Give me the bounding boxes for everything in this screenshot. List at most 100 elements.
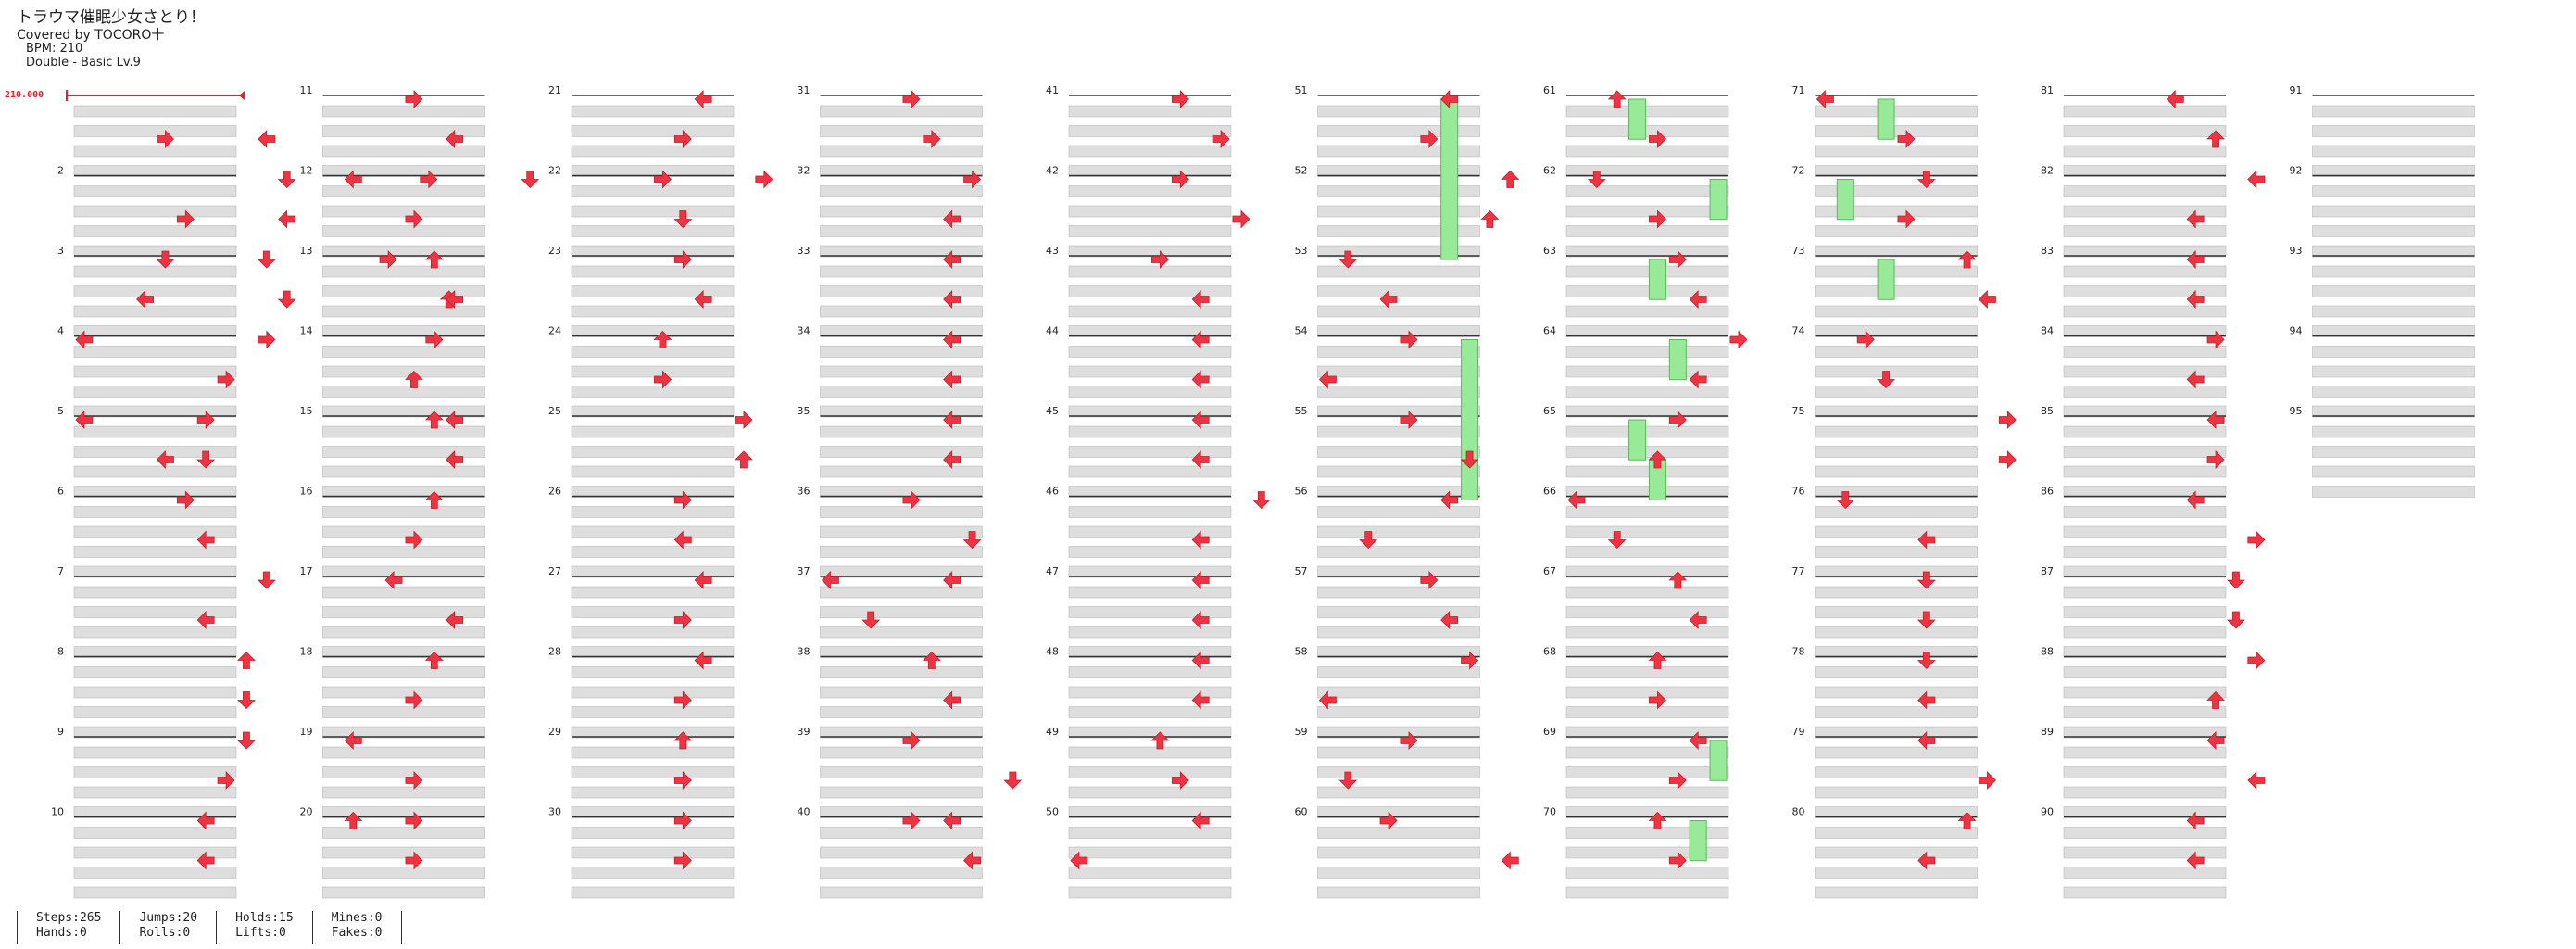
measure-number: 92	[2290, 165, 2303, 177]
measure-number: 18	[300, 646, 313, 658]
beat-band	[2312, 285, 2475, 297]
step-arrow	[821, 571, 839, 589]
measure-number: 3	[57, 245, 64, 257]
hold-bar	[1689, 820, 1707, 862]
beat-band	[1815, 465, 1978, 478]
step-arrow	[344, 170, 362, 189]
beat-band	[820, 746, 983, 759]
beat-band	[1565, 386, 1729, 398]
beat-band	[1815, 706, 1978, 718]
hold-bar	[1709, 740, 1728, 781]
beat-band	[571, 586, 735, 599]
beat-band	[1565, 506, 1729, 518]
beat-band	[571, 425, 735, 438]
step-arrow	[694, 571, 712, 589]
beat-band	[1815, 846, 1978, 859]
stat-steps: Steps:265	[36, 911, 102, 925]
beat-band	[322, 646, 485, 658]
step-arrow	[1668, 411, 1687, 429]
step-arrow	[1191, 651, 1210, 670]
measure-number: 54	[1295, 325, 1308, 337]
beat-band	[322, 425, 485, 438]
beat-band	[1815, 125, 1978, 137]
step-arrow	[1648, 651, 1667, 669]
step-arrow	[405, 771, 423, 790]
beat-band	[1815, 225, 1978, 237]
step-arrow	[2186, 250, 2205, 269]
beat-band	[1565, 646, 1729, 658]
step-arrow	[1998, 411, 2017, 429]
beat-band	[73, 626, 237, 639]
beat-band	[571, 446, 735, 458]
step-arrow	[963, 170, 982, 189]
beat-band	[2063, 746, 2227, 759]
beat-band	[1317, 405, 1480, 418]
bpm-end-marker	[239, 91, 245, 100]
beat-band	[73, 886, 237, 899]
beat-band	[820, 165, 983, 177]
beat-band	[73, 646, 237, 658]
step-arrow	[156, 250, 175, 269]
step-arrow	[277, 171, 296, 189]
beat-band	[73, 365, 237, 378]
beat-band	[1565, 686, 1729, 699]
beat-band	[1317, 425, 1480, 438]
beat-band	[571, 325, 735, 337]
beat-band	[2312, 446, 2475, 458]
measure-number: 60	[1295, 806, 1308, 818]
beat-band	[1317, 265, 1480, 278]
step-arrow	[1440, 90, 1459, 108]
step-arrow	[1567, 490, 1586, 510]
beat-band	[571, 546, 735, 558]
step-arrow	[420, 170, 438, 189]
step-arrow	[2247, 530, 2266, 550]
beat-band	[2063, 425, 2227, 438]
step-arrow	[1191, 690, 1210, 710]
beat-band	[2312, 425, 2475, 438]
step-arrow	[1916, 611, 1936, 629]
beat-band	[1068, 586, 1232, 599]
step-arrow	[922, 651, 941, 669]
step-arrow	[1191, 611, 1210, 629]
beat-band	[820, 506, 983, 518]
step-arrow	[694, 290, 712, 309]
hold-bar	[1628, 98, 1647, 140]
measure-number: 30	[548, 806, 561, 818]
beat-band	[820, 386, 983, 398]
beat-band	[322, 386, 485, 398]
beat-band	[322, 827, 485, 839]
beat-band	[1317, 225, 1480, 237]
beat-band	[2063, 486, 2227, 498]
stats-panel: Steps:265 Hands:0 Jumps:20 Rolls:0 Holds…	[17, 911, 402, 944]
measure-number: 42	[1046, 165, 1059, 177]
beat-band	[2063, 145, 2227, 158]
step-arrow	[1359, 531, 1378, 550]
beat-band	[571, 225, 735, 237]
step-arrow	[217, 370, 235, 389]
chart-stage: 2 3 4 5 6 7 8 9 10 11 12 13 14 15 16 17 18 19 20 21 22 23 24 25…	[5, 84, 2475, 899]
beat-band	[322, 225, 485, 237]
beat-band	[73, 686, 237, 699]
beat-band	[1565, 867, 1729, 879]
beat-band	[73, 525, 237, 538]
measure-number: 87	[2041, 565, 2054, 577]
beat-band	[820, 285, 983, 297]
beat-band	[571, 806, 735, 818]
step-arrow	[902, 90, 921, 108]
hold-bar	[1668, 339, 1687, 381]
beat-band	[1317, 886, 1480, 899]
step-arrow	[2247, 771, 2266, 790]
beat-band	[571, 786, 735, 799]
measure-number: 85	[2041, 405, 2054, 417]
song-bpm: BPM: 210	[26, 41, 83, 56]
beat-band	[2063, 405, 2227, 418]
beat-band	[2063, 245, 2227, 258]
chart-header: トラウマ催眠少女さとり！ Covered by TOCORO十 BPM: 210…	[17, 8, 206, 70]
beat-band	[73, 766, 237, 778]
step-arrow	[405, 530, 423, 550]
step-arrow	[1191, 571, 1210, 589]
measure-number: 52	[1295, 165, 1308, 177]
step-arrow	[1318, 370, 1337, 389]
beat-band	[1815, 886, 1978, 899]
beat-band	[1565, 706, 1729, 718]
